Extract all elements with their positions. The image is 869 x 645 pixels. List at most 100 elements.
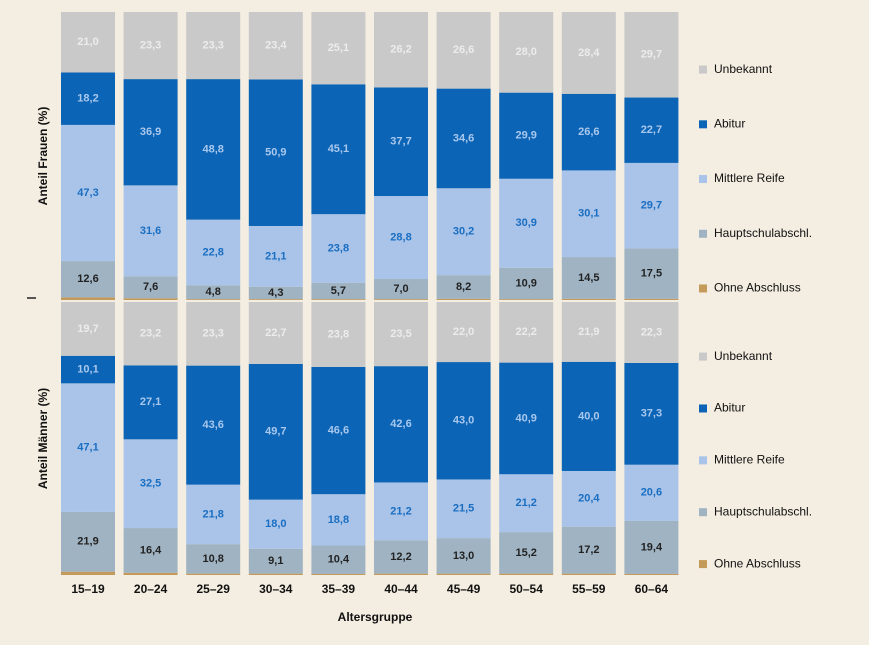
data-label: 12,6: [77, 273, 98, 285]
bar-segment: [436, 298, 491, 300]
data-label: 23,3: [140, 39, 161, 51]
data-label: 5,7: [331, 285, 346, 297]
bar-segment: [248, 548, 303, 574]
data-label: 43,6: [202, 419, 223, 431]
data-label: 22,7: [641, 124, 662, 136]
data-label: 30,1: [578, 208, 599, 220]
legend-label: Unbekannt: [714, 62, 773, 76]
x-tick-label: 45–49: [447, 582, 481, 596]
bar-segment: [123, 12, 178, 80]
bar-segment: [374, 482, 428, 541]
bar-segment: [374, 299, 428, 300]
x-tick-label: 20–24: [134, 582, 168, 596]
data-label: 26,6: [578, 126, 599, 138]
data-label: 4,8: [206, 286, 221, 298]
data-label: 7,6: [143, 281, 158, 293]
data-label: 21,0: [77, 36, 98, 48]
data-label: 18,8: [328, 514, 349, 526]
bar-segment: [561, 361, 616, 471]
bar-segment: [499, 12, 554, 93]
bar-segment: [374, 196, 428, 279]
bar-segment: [624, 298, 679, 300]
x-tick-label: 50–54: [510, 582, 544, 596]
bar-segment: [186, 299, 241, 300]
x-tick-label: 35–39: [322, 582, 356, 596]
data-label: 21,9: [578, 326, 599, 338]
bar-segment: [186, 365, 241, 485]
bar-segment: [561, 470, 616, 527]
bar-segment: [248, 499, 303, 549]
bar-segment: [248, 302, 303, 364]
x-tick-label: 40–44: [384, 582, 418, 596]
bar-segment: [561, 170, 616, 258]
data-label: 21,1: [265, 250, 286, 262]
data-label: 23,8: [328, 242, 349, 254]
data-label: 22,2: [515, 326, 536, 338]
bar-segment: [61, 355, 115, 384]
bar-segment: [311, 545, 366, 574]
data-label: 28,4: [578, 47, 600, 59]
bar-segment: [123, 298, 178, 300]
bar-segment: [61, 297, 115, 300]
bar-segment: [311, 214, 366, 283]
bar-segment: [561, 302, 616, 362]
legend-swatch: [699, 352, 707, 361]
bar-segment: [311, 494, 366, 546]
bar-segment: [311, 573, 366, 575]
legend-swatch: [699, 560, 707, 569]
bar-segment: [61, 12, 115, 73]
bar-segment: [561, 93, 616, 171]
legend-label: Hauptschulabschl.: [714, 226, 812, 240]
data-label: 32,5: [140, 478, 161, 490]
bar-segment: [311, 12, 366, 85]
data-label: 18,0: [265, 518, 286, 530]
bar-segment: [61, 261, 115, 298]
legend-swatch: [699, 456, 707, 465]
data-label: 21,5: [453, 503, 474, 515]
legend-label: Hauptschulabschl.: [714, 504, 812, 518]
bar-segment: [499, 302, 554, 363]
data-label: 7,0: [393, 283, 408, 295]
bar-segment: [436, 188, 491, 276]
y-axis-label: Anteil Frauen (%): [36, 107, 50, 206]
data-label: 28,8: [390, 231, 411, 243]
data-label: 45,1: [328, 143, 349, 155]
data-label: 21,2: [390, 505, 411, 517]
bar-segment: [561, 573, 616, 575]
data-label: 40,0: [578, 410, 599, 422]
legend-label: Mittlere Reife: [714, 171, 785, 185]
data-label: 17,2: [578, 544, 599, 556]
data-label: 40,9: [515, 412, 536, 424]
bar-segment: [499, 573, 554, 575]
legend-swatch: [699, 175, 707, 184]
bar-segment: [624, 520, 679, 574]
bar-segment: [311, 299, 366, 300]
bar-segment: [561, 257, 616, 299]
legend-swatch: [699, 284, 707, 293]
bar-segment: [624, 12, 679, 98]
x-tick-label: 15–19: [71, 582, 105, 596]
data-label: 26,6: [453, 44, 474, 56]
bar-segment: [561, 12, 616, 94]
data-label: 43,0: [453, 415, 474, 427]
data-label: 14,5: [578, 272, 599, 284]
bar-segment: [248, 12, 303, 80]
legend-swatch: [699, 508, 707, 517]
data-label: 18,2: [77, 93, 98, 105]
bar-segment: [186, 285, 241, 300]
bar-segment: [374, 12, 428, 88]
legend-label: Abitur: [714, 116, 745, 130]
data-label: 29,9: [515, 130, 536, 142]
bar-segment: [123, 572, 178, 575]
bar-segment: [436, 275, 491, 299]
bar-segment: [186, 484, 241, 545]
bar-segment: [61, 72, 115, 125]
x-tick-label: 60–64: [635, 582, 669, 596]
bar-segment: [311, 84, 366, 215]
data-label: 25,1: [328, 42, 349, 54]
data-label: 50,9: [265, 147, 286, 159]
bar-segment: [436, 362, 491, 480]
data-label: 47,1: [77, 442, 98, 454]
bar-segment: [436, 302, 491, 363]
bar-segment: [311, 366, 366, 495]
